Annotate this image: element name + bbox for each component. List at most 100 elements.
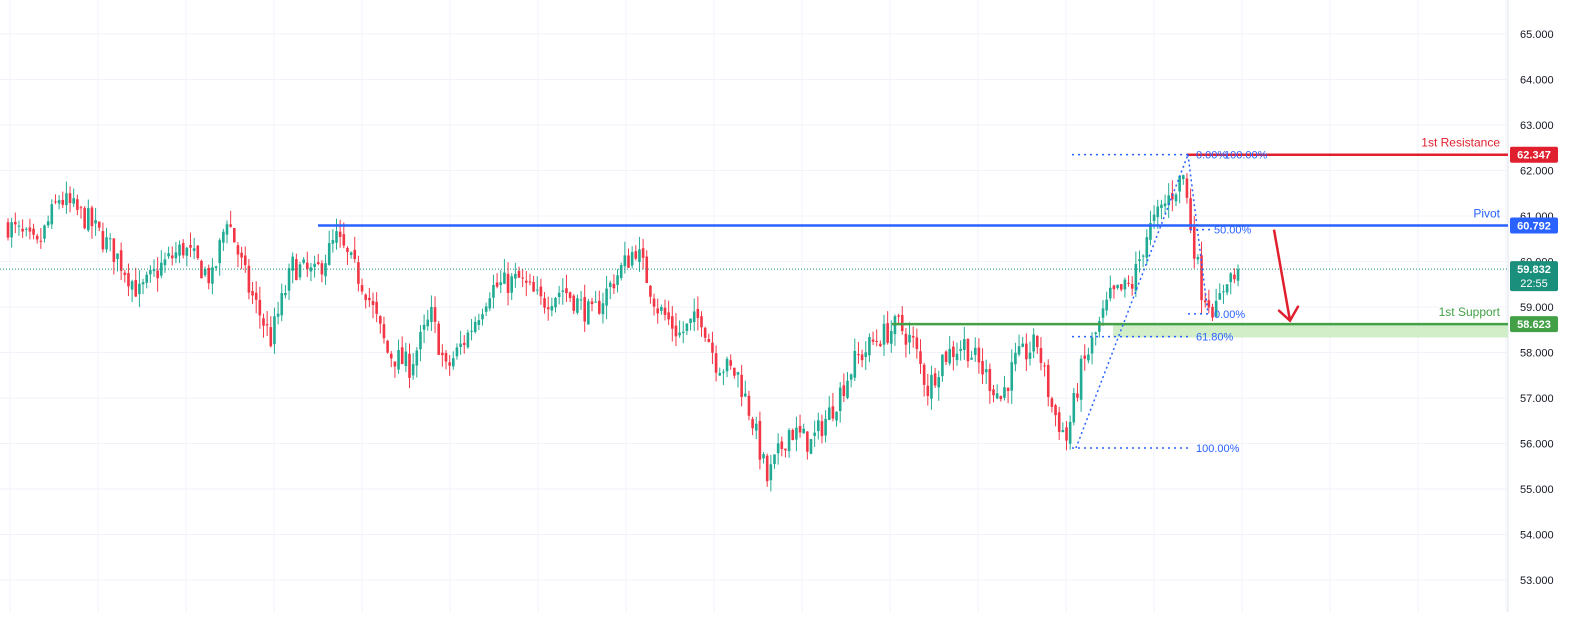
candle-body-down [751,418,754,429]
pivot-price-badge [1510,217,1558,234]
candle-body-up [630,252,634,266]
candle-body-up [510,276,513,293]
candle-body-up [459,343,462,348]
fib-trend-line [1187,154,1209,314]
candle-body-up [1196,256,1200,260]
candle-body-down [254,292,258,300]
candle-body-up [1152,214,1156,221]
candle-body-up [46,221,50,226]
candle-body-down [539,286,543,297]
candle-body-down [181,243,185,256]
candle-body-down [952,346,955,357]
candle-body-up [1028,352,1032,359]
candle-body-down [1211,306,1214,318]
candle-body-down [371,300,375,306]
candle-body-down [119,250,123,271]
candle-body-up [17,225,21,227]
candle-body-down [758,420,762,460]
candle-body-up [211,267,214,284]
candle-body-up [1094,332,1097,335]
candle-body-up [87,208,90,231]
candle-body-up [725,358,729,372]
candle-body-down [1065,427,1068,441]
candle-body-up [331,240,335,244]
candle-body-up [984,369,988,373]
candle-body-down [393,361,397,367]
price-tick-label: 56.000 [1520,439,1554,451]
candle-body-down [521,277,524,279]
down-arrow-shaft [1272,229,1292,321]
candle-body-up [1145,237,1149,258]
candle-body-up [579,299,583,301]
candle-body-up [1087,354,1090,361]
candle-body-down [1192,226,1196,259]
candle-body-up [10,222,13,238]
candle-body-up [827,407,831,420]
candle-body-up [608,282,612,288]
fib-trend-line [1075,154,1189,449]
candle-body-down [546,307,550,310]
candle-body-up [692,311,696,323]
candle-body-down [39,240,43,242]
candle-body-up [1010,362,1014,391]
candle-body-up [1061,430,1065,433]
candle-body-down [1130,284,1134,289]
candle-body-down [156,270,159,279]
candle-body-up [689,318,692,324]
candle-body-down [922,364,926,385]
candle-body-up [550,306,554,311]
candle-body-up [1218,293,1222,300]
candle-body-up [587,301,590,325]
candle-body-up [349,252,353,256]
candle-body-up [284,292,287,296]
candle-body-up [178,244,181,256]
candle-body-up [280,293,284,316]
candle-body-down [123,272,127,275]
candle-body-up [298,264,302,278]
candle-body-down [703,327,707,338]
candle-body-down [97,221,101,228]
candle-body-up [422,324,426,330]
candle-body-up [145,274,148,283]
candle-body-down [207,267,211,284]
price-tick-label: 65.000 [1520,29,1554,41]
candle-body-down [386,340,389,353]
price-axis[interactable]: 53.000 54.000 55.000 56.000 57.000 58.000 59.0… [1520,29,1554,587]
candle-body-down [243,255,247,266]
candle-body-up [287,268,291,291]
candle-body-up [313,263,316,268]
price-tick-label: 55.000 [1520,484,1554,496]
fib-label: 61.80% [1196,332,1234,344]
candle-body-up [941,354,944,377]
candle-body-down [127,273,130,287]
candle-body-up [722,371,725,373]
candle-body-down [433,307,437,322]
candle-body-down [28,227,32,232]
candle-body-up [455,347,459,357]
candle-body-down [667,312,670,320]
candle-body-down [904,333,908,345]
candle-body-up [138,283,141,295]
candle-body-up [1105,299,1108,311]
candle-body-up [484,306,488,312]
candle-body-up [192,248,196,251]
candle-body-down [1233,274,1236,280]
candle-body-down [32,228,35,235]
candle-body-up [1109,287,1112,299]
candle-body-down [441,352,444,356]
fibonacci-tool: 0.00%100.00%50.00%0.00%61.80%100.00% [1072,150,1268,455]
candle-body-up [535,289,539,291]
fib-label: 0.00% [1196,150,1227,162]
candle-body-down [21,228,24,232]
candle-body-down [966,338,970,362]
candle-body-up [452,358,455,367]
candle-body-up [817,420,820,432]
candle-body-up [1167,195,1170,205]
candle-body-down [265,324,269,326]
candle-body-up [43,225,46,239]
candle-body-down [641,248,645,258]
candle-body-up [718,372,722,376]
candle-body-down [1006,387,1010,391]
